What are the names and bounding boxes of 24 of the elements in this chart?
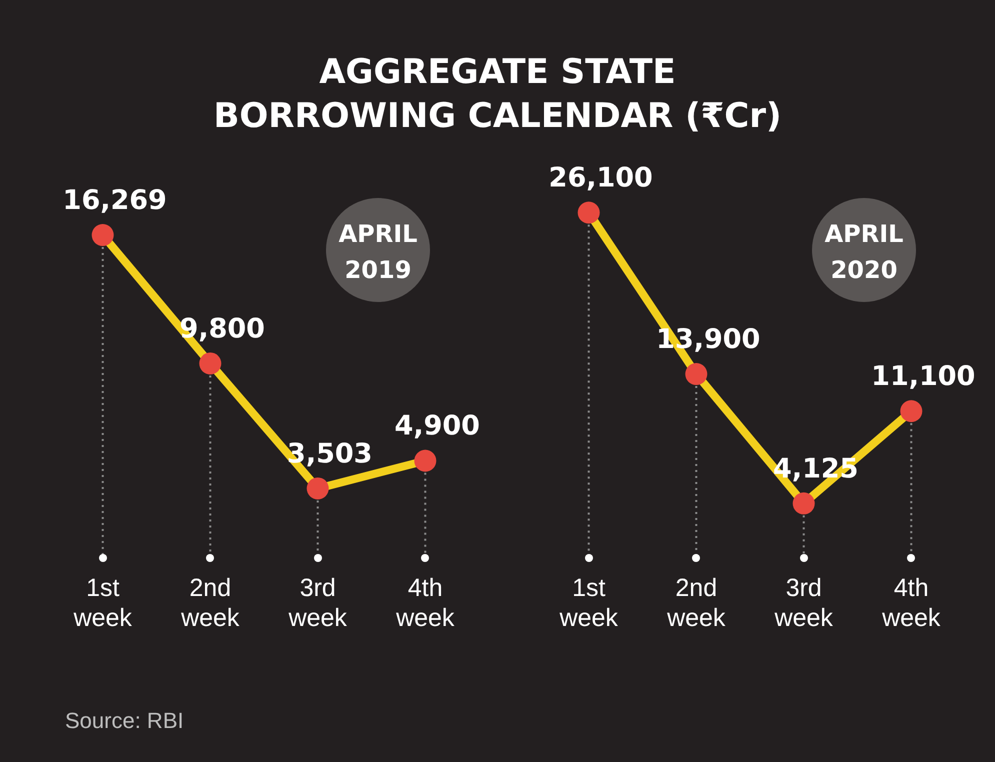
data-label: 11,100: [871, 361, 976, 392]
point: [900, 400, 922, 422]
x-tick-label: 1st week: [72, 574, 132, 632]
data-label: 4,900: [394, 410, 480, 442]
point: [792, 492, 815, 514]
x-tick-label: 2nd week: [666, 574, 726, 632]
source-note: Source: RBI: [65, 708, 184, 734]
data-label: 16,269: [62, 185, 167, 216]
x-tick-label: 3rd week: [288, 574, 348, 632]
point: [685, 363, 708, 386]
x-tick-label: 4th week: [881, 574, 941, 632]
x-tick-label: 2nd week: [180, 574, 240, 632]
text: APRIL 2020: [824, 219, 904, 286]
point: [199, 352, 222, 374]
x-tick-label: 4th week: [395, 574, 455, 632]
chart-subtitle: APRIL 2019: [338, 219, 418, 286]
point: [306, 477, 329, 500]
x-tick-label: 1st week: [558, 574, 618, 632]
data-label: 26,100: [548, 162, 653, 194]
point: [92, 224, 114, 246]
point: [578, 202, 600, 224]
chart-title: AGGREGATE STATE BORROWING CALENDAR (₹Cr): [212, 51, 783, 138]
point: [414, 450, 436, 472]
x-tick-label: 3rd week: [774, 574, 834, 632]
